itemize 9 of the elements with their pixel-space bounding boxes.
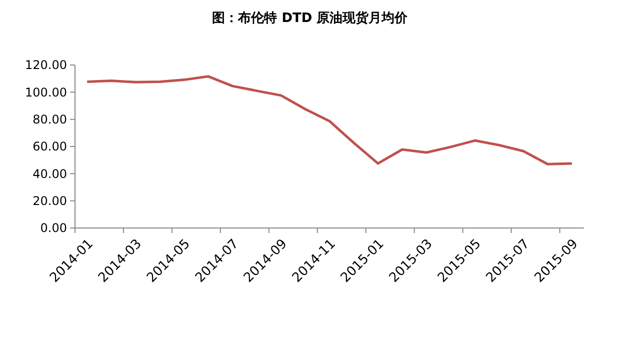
chart-title: 图：布伦特 DTD 原油现货月均价 (212, 10, 409, 26)
y-tick-label: 0.00 (40, 221, 67, 236)
y-tick-label: 60.00 (32, 140, 67, 154)
y-tick-label: 120.00 (25, 58, 67, 72)
y-tick-label: 100.00 (25, 85, 67, 100)
line-series (86, 75, 574, 166)
y-tick-label: 80.00 (32, 112, 67, 127)
y-tick-label: 20.00 (32, 194, 67, 208)
y-tick-label: 40.00 (32, 166, 67, 181)
